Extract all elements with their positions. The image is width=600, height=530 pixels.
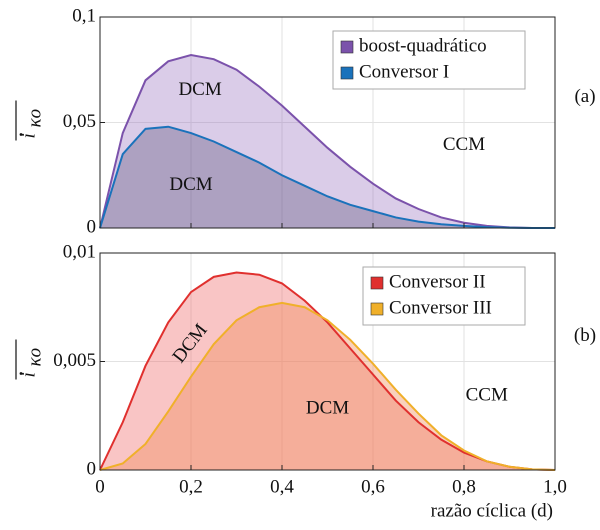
x-tick-label: 0,4 [270, 476, 294, 497]
x-axis-label: razão cíclica (d) [431, 500, 553, 521]
x-tick-label: 1,0 [543, 476, 567, 497]
y-tick-label: 0 [87, 216, 97, 237]
panel-label: (a) [574, 86, 595, 107]
y-label-main: i [18, 372, 39, 377]
annotation: DCM [178, 79, 221, 100]
legend-label: Conversor I [359, 61, 449, 82]
y-label-main: i [18, 133, 39, 138]
x-tick-label: 0 [95, 476, 105, 497]
area [100, 54, 555, 229]
area [100, 126, 555, 228]
legend-box [332, 30, 526, 90]
legend-swatch [370, 276, 384, 290]
y-tick-label: 0,1 [72, 5, 96, 26]
legend-box [362, 266, 526, 326]
panel-label: (b) [574, 325, 596, 346]
area [100, 272, 555, 470]
legend-label: Conversor III [389, 297, 492, 318]
x-tick-label: 0,6 [361, 476, 385, 497]
annotation: DCM [169, 174, 212, 195]
y-tick-label: 0,05 [63, 111, 96, 132]
line [99, 125, 555, 229]
line [99, 301, 556, 471]
y-axis-label: i κo [15, 100, 45, 141]
annotation: CCM [443, 134, 485, 155]
y-label-dot [19, 133, 23, 136]
y-tick-label: 0 [87, 458, 97, 479]
y-label-dot [19, 372, 23, 375]
y-axis-label: i κo [15, 339, 45, 380]
y-label-sub: κo [24, 109, 45, 128]
legend-swatch [340, 66, 354, 80]
line [99, 53, 555, 229]
legend-label: Conversor II [389, 271, 486, 292]
y-tick-label: 0,005 [53, 350, 96, 371]
y-tick-label: 0,01 [63, 241, 96, 262]
legend-swatch [340, 40, 354, 54]
legend-swatch [370, 302, 384, 316]
legend-label: boost-quadrático [359, 35, 487, 56]
x-tick-label: 0,8 [452, 476, 476, 497]
annotation: DCM [306, 398, 349, 419]
annotation: CCM [466, 385, 508, 406]
x-tick-label: 0,2 [179, 476, 203, 497]
y-label-sub: κo [24, 348, 45, 367]
